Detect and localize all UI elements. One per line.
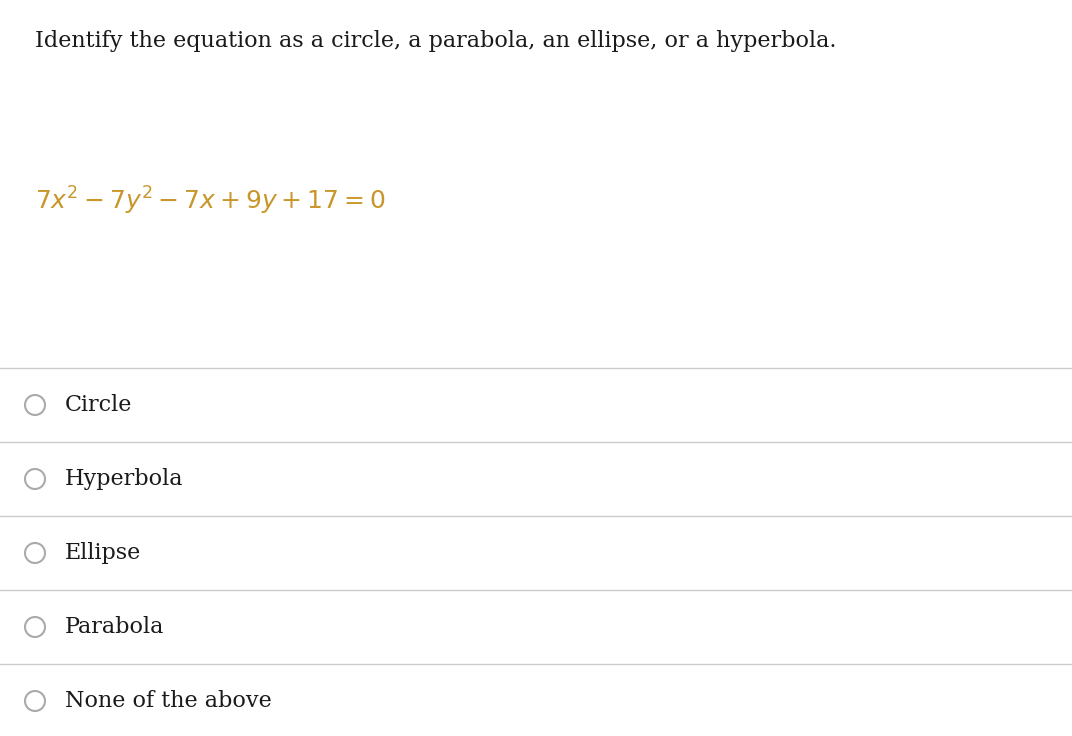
Circle shape	[25, 691, 45, 711]
Circle shape	[25, 395, 45, 415]
Text: Identify the equation as a circle, a parabola, an ellipse, or a hyperbola.: Identify the equation as a circle, a par…	[35, 30, 836, 52]
Circle shape	[25, 469, 45, 489]
Text: None of the above: None of the above	[65, 690, 271, 712]
Text: $7x^2-7y^2-7x+9y+17=0$: $7x^2-7y^2-7x+9y+17=0$	[35, 185, 385, 217]
Circle shape	[25, 543, 45, 563]
Circle shape	[25, 617, 45, 637]
Text: Circle: Circle	[65, 394, 132, 416]
Text: Parabola: Parabola	[65, 616, 164, 638]
Text: Ellipse: Ellipse	[65, 542, 142, 564]
Text: Hyperbola: Hyperbola	[65, 468, 183, 490]
